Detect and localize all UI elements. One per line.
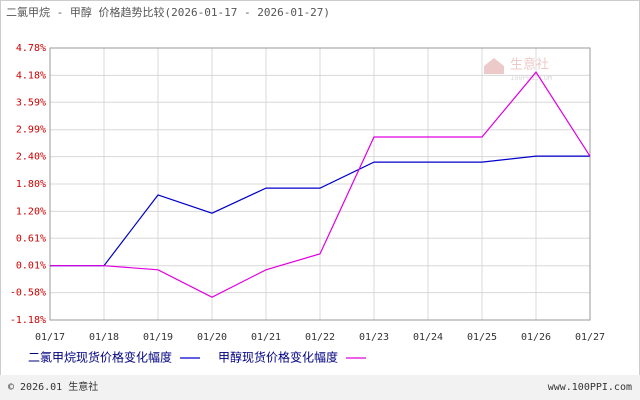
x-tick-label: 01/20: [197, 332, 227, 343]
footer-bar: [0, 375, 640, 400]
x-tick-label: 01/23: [359, 332, 389, 343]
y-tick-label: 2.99%: [16, 125, 46, 136]
watermark-logo: [484, 58, 504, 74]
x-tick-label: 01/26: [521, 332, 551, 343]
x-tick-label: 01/27: [575, 332, 605, 343]
y-tick-label: 0.01%: [16, 261, 46, 272]
legend-label: 甲醇现货价格变化幅度: [218, 350, 338, 365]
y-tick-label: 2.40%: [16, 152, 46, 163]
x-tick-label: 01/25: [467, 332, 497, 343]
series-line: [50, 155, 590, 267]
chart-title: 二氯甲烷 - 甲醇 价格趋势比较(2026-01-17 - 2026-01-27…: [6, 5, 330, 19]
footer-copyright: © 2026.01 生意社: [8, 380, 98, 393]
x-tick-label: 01/18: [89, 332, 119, 343]
plot-border: [49, 47, 591, 321]
watermark-name: 生意社: [510, 57, 549, 73]
legend-label: 二氯甲烷现货价格变化幅度: [28, 350, 172, 365]
y-tick-label: 4.78%: [16, 43, 46, 54]
x-tick-label: 01/22: [305, 332, 335, 343]
footer-site: www.100PPI.com: [548, 382, 632, 393]
x-tick-label: 01/17: [35, 332, 65, 343]
y-tick-label: -0.58%: [10, 288, 46, 299]
y-tick-label: 1.80%: [16, 179, 46, 190]
y-tick-label: 4.18%: [16, 70, 46, 81]
y-tick-label: 0.61%: [16, 233, 46, 244]
y-tick-label: 3.59%: [16, 97, 46, 108]
x-tick-label: 01/24: [413, 332, 443, 343]
x-tick-label: 01/21: [251, 332, 281, 343]
series-line: [50, 71, 591, 298]
x-tick-label: 01/19: [143, 332, 173, 343]
y-tick-label: -1.18%: [10, 315, 46, 326]
y-tick-label: 1.20%: [16, 206, 46, 217]
